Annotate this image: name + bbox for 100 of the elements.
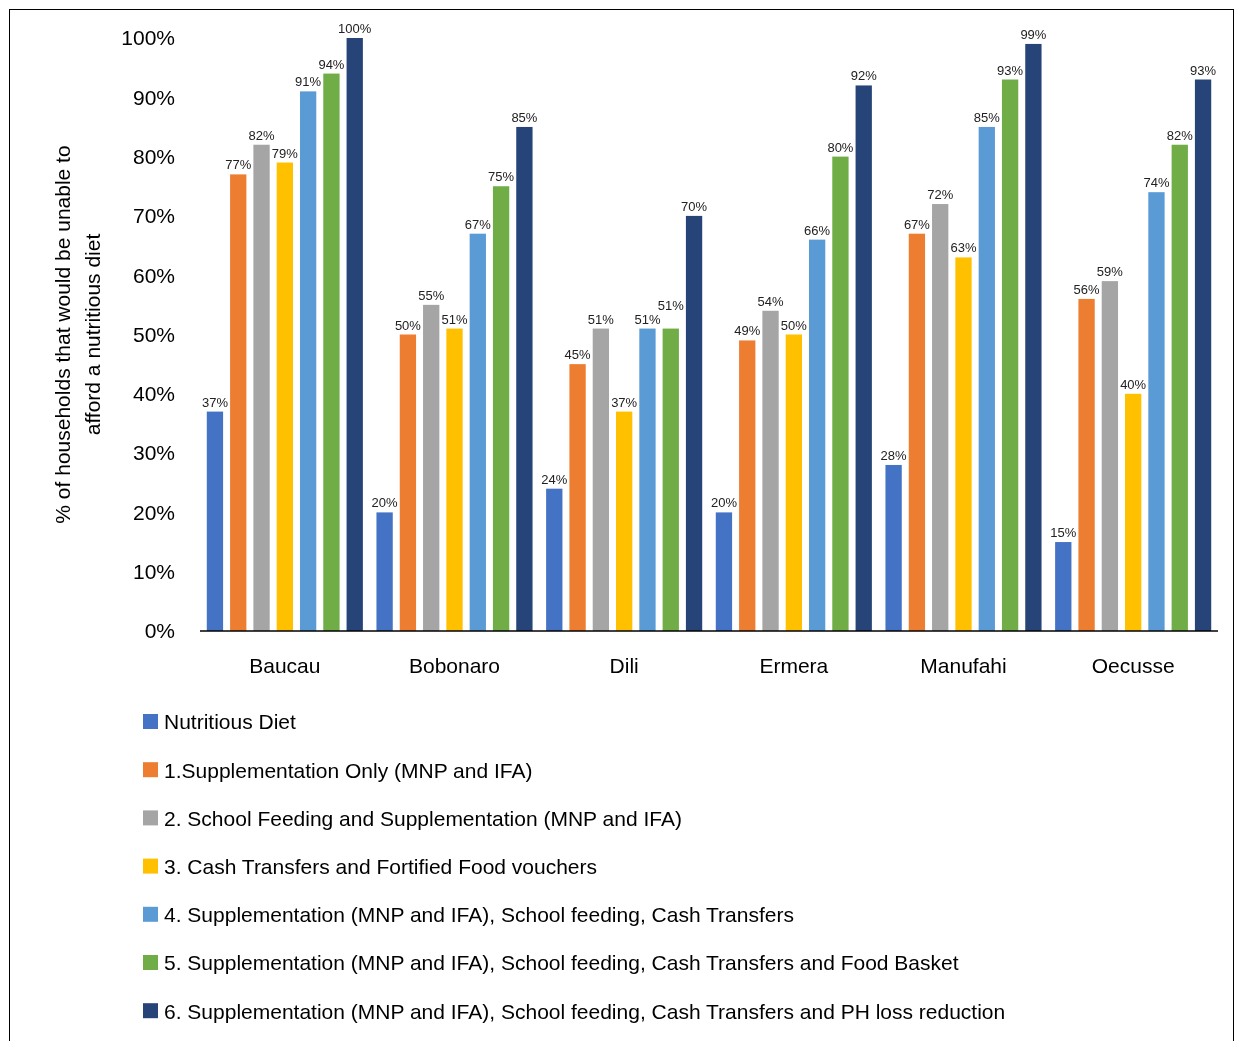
legend-label: 4. Supplementation (MNP and IFA), School feeding, Cash Transfers <box>164 903 794 927</box>
x-tick-label: Baucau <box>249 654 321 677</box>
data-label: 37% <box>201 394 229 410</box>
bar <box>1171 144 1188 631</box>
bar <box>206 411 224 631</box>
bar <box>855 85 872 631</box>
bar <box>592 328 610 631</box>
data-label: 93% <box>997 62 1024 78</box>
y-tick-label: 60% <box>132 263 175 287</box>
data-label: 94% <box>318 56 345 72</box>
x-tick-label: Manufahi <box>920 654 1007 677</box>
bar <box>399 334 417 631</box>
data-label: 92% <box>850 68 878 84</box>
bar <box>1078 298 1095 631</box>
data-label: 45% <box>564 347 592 363</box>
data-label: 28% <box>880 447 908 463</box>
data-label: 54% <box>757 293 784 309</box>
bar <box>446 328 463 631</box>
y-tick-label: 0% <box>144 619 175 643</box>
data-label: 99% <box>1020 26 1047 42</box>
data-label: 56% <box>1073 281 1101 297</box>
bar <box>832 156 849 631</box>
bar <box>376 512 393 631</box>
data-label: 79% <box>271 145 299 161</box>
bar <box>932 204 949 631</box>
bar <box>299 91 317 631</box>
data-label: 80% <box>827 139 854 155</box>
data-label: 63% <box>950 240 977 256</box>
bar <box>569 364 586 631</box>
bar <box>808 239 826 631</box>
x-tick-label: Oecusse <box>1091 654 1175 677</box>
bar <box>230 174 247 631</box>
bar <box>1125 393 1142 631</box>
data-label: 72% <box>927 187 954 203</box>
data-label: 93% <box>1190 62 1217 78</box>
x-tick-label: Ermera <box>759 654 829 677</box>
bar <box>715 512 733 631</box>
bar <box>739 340 756 631</box>
data-label: 85% <box>511 109 538 125</box>
legend-label: 2. School Feeding and Supplementation (MNP and IFA) <box>164 806 682 830</box>
data-label: 37% <box>611 394 638 410</box>
data-label: 15% <box>1050 525 1077 541</box>
data-label: 40% <box>1120 376 1147 392</box>
data-label: 82% <box>248 127 275 143</box>
y-tick-label: 90% <box>132 85 175 109</box>
data-label: 59% <box>1096 264 1124 280</box>
data-label: 50% <box>780 317 808 333</box>
bar <box>469 233 486 631</box>
y-tick-label: 100% <box>121 26 175 50</box>
data-label: 49% <box>734 323 761 339</box>
bar <box>955 257 972 631</box>
y-tick-label: 80% <box>132 144 175 168</box>
y-tick-label: 70% <box>132 204 175 228</box>
legend-label: 6. Supplementation (MNP and IFA), School feeding, Cash Transfers and PH loss reduction <box>164 999 1006 1023</box>
bar <box>616 411 633 631</box>
bar <box>346 38 363 631</box>
bar <box>1194 79 1212 631</box>
data-label: 51% <box>587 311 615 327</box>
legend-label: 3. Cash Transfers and Fortified Food vouchers <box>164 854 598 878</box>
bar <box>516 126 533 631</box>
bar <box>785 334 802 631</box>
y-tick-label: 20% <box>132 500 175 524</box>
bar <box>639 328 656 631</box>
bar <box>762 310 779 631</box>
data-label: 51% <box>657 297 685 313</box>
bar <box>1025 43 1042 631</box>
data-label: 75% <box>488 169 515 185</box>
bar <box>546 488 563 631</box>
data-label: 91% <box>295 74 322 90</box>
data-label: 70% <box>681 198 708 214</box>
bar <box>662 328 679 631</box>
data-label: 66% <box>804 222 831 238</box>
y-axis-title: % of households that would be unable to afford a nutritious diet <box>51 145 104 524</box>
data-label: 74% <box>1143 175 1170 191</box>
bar <box>323 73 340 631</box>
legend-label: 5. Supplementation (MNP and IFA), School feeding, Cash Transfers and Food Basket <box>164 951 959 975</box>
data-label: 51% <box>441 311 468 327</box>
bar <box>1001 79 1019 631</box>
data-label: 55% <box>418 287 445 303</box>
y-tick-label: 50% <box>132 322 175 346</box>
bar <box>1101 281 1119 631</box>
bar <box>885 464 902 631</box>
y-tick-label: 30% <box>132 441 175 465</box>
bar <box>276 162 293 631</box>
bar <box>1055 542 1072 631</box>
y-tick-label: 10% <box>132 560 175 584</box>
data-label: 85% <box>973 109 1001 125</box>
bar <box>908 233 926 631</box>
bar <box>492 186 510 631</box>
data-label: 77% <box>225 157 252 173</box>
y-tick-label: 40% <box>132 382 175 406</box>
data-label: 67% <box>464 216 492 232</box>
bar <box>253 144 270 631</box>
data-label: 20% <box>710 495 738 511</box>
x-tick-label: Dili <box>609 654 639 677</box>
data-label: 67% <box>903 216 931 232</box>
legend-label: 1.Supplementation Only (MNP and IFA) <box>164 758 533 782</box>
data-label: 20% <box>371 495 399 511</box>
data-label: 100% <box>338 21 372 36</box>
data-label: 24% <box>541 471 568 487</box>
